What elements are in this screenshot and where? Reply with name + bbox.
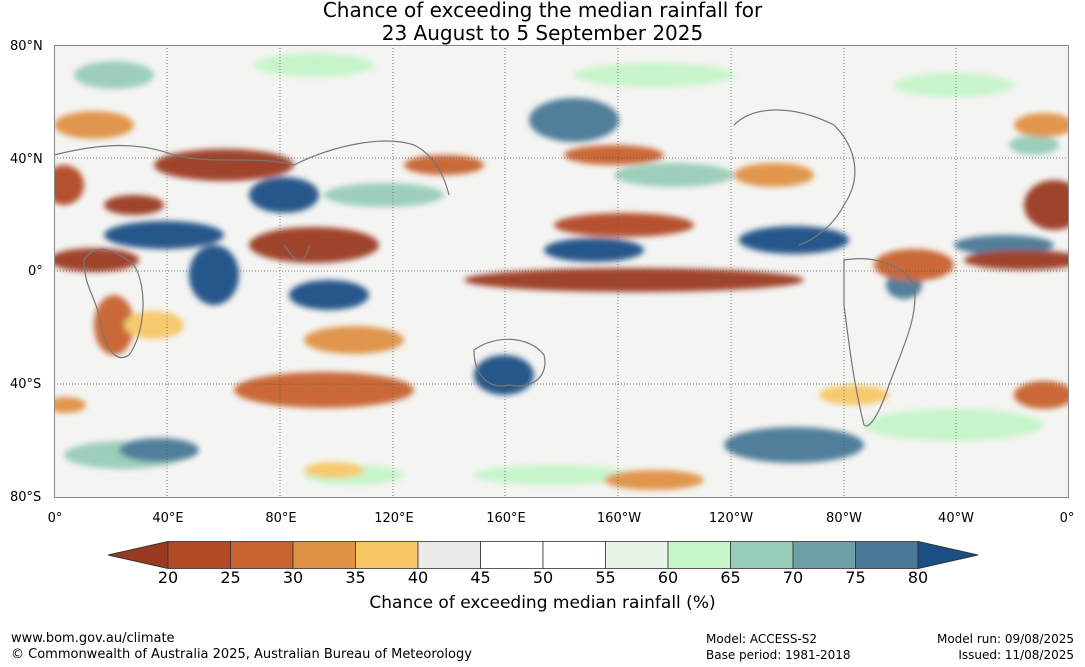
colorbar-tick-label: 60 xyxy=(657,568,679,587)
colorbar-swatch xyxy=(167,541,231,569)
colorbar-swatch xyxy=(292,541,356,569)
lon-label-120e: 120°E xyxy=(374,511,414,526)
map-title-line-1: Chance of exceeding the median rainfall … xyxy=(322,0,763,22)
website-url: www.bom.gov.au/climate xyxy=(11,631,175,646)
lon-label-120w: 120°W xyxy=(708,511,754,526)
lat-label-80s: 80°S xyxy=(10,490,42,505)
colorbar-swatch xyxy=(417,541,481,569)
colorbar-swatch xyxy=(667,541,731,569)
lon-label-0: 0° xyxy=(47,511,63,526)
lon-label-40e: 40°E xyxy=(152,511,184,526)
colorbar-swatch xyxy=(792,541,856,569)
colorbar-tick-label: 25 xyxy=(220,568,241,587)
graticule xyxy=(54,45,1069,498)
colorbar-legend xyxy=(107,540,979,570)
colorbar-tick-label: 75 xyxy=(845,568,866,587)
coastlines xyxy=(54,109,916,427)
colorbar-tick-label: 80 xyxy=(907,568,929,587)
colorbar-upper-extend xyxy=(917,540,979,570)
colorbar-lower-extend xyxy=(107,540,169,570)
colorbar-tick-label: 55 xyxy=(595,568,616,587)
lat-label-40n: 40°N xyxy=(10,152,43,167)
base-period: Base period: 1981-2018 xyxy=(706,648,851,662)
colorbar-tick-label: 50 xyxy=(532,568,554,587)
anomaly-shading xyxy=(54,53,1069,490)
lat-label-80n: 80°N xyxy=(10,39,43,54)
issued-date: Issued: 11/08/2025 xyxy=(958,648,1074,662)
colorbar-swatch xyxy=(605,541,669,569)
map-title-line-2: 23 August to 5 September 2025 xyxy=(381,21,704,45)
colorbar-swatch xyxy=(230,541,294,569)
rainfall-probability-map xyxy=(54,45,1069,498)
lon-label-0-right: 0° xyxy=(1059,511,1075,526)
colorbar-tick-label: 40 xyxy=(407,568,429,587)
colorbar-title: Chance of exceeding median rainfall (%) xyxy=(369,593,716,613)
colorbar-tick-label: 70 xyxy=(782,568,804,587)
colorbar-swatch xyxy=(542,541,606,569)
colorbar-swatch xyxy=(855,541,919,569)
model-run-date: Model run: 09/08/2025 xyxy=(936,632,1074,646)
colorbar-tick-label: 20 xyxy=(157,568,179,587)
colorbar-swatch xyxy=(355,541,419,569)
colorbar-swatch xyxy=(480,541,544,569)
copyright-notice: © Commonwealth of Australia 2025, Austra… xyxy=(11,647,472,662)
lon-label-80w: 80°W xyxy=(826,511,862,526)
lon-label-160w: 160°W xyxy=(596,511,642,526)
lon-label-80e: 80°E xyxy=(265,511,297,526)
lat-label-40s: 40°S xyxy=(10,377,42,392)
colorbar-tick-label: 35 xyxy=(345,568,366,587)
colorbar-tick-label: 65 xyxy=(720,568,741,587)
colorbar-tick-label: 30 xyxy=(282,568,304,587)
colorbar-tick-label: 45 xyxy=(470,568,491,587)
model-name: Model: ACCESS-S2 xyxy=(706,632,818,646)
colorbar-swatch xyxy=(730,541,794,569)
lon-label-160e: 160°E xyxy=(486,511,526,526)
lon-label-40w: 40°W xyxy=(938,511,974,526)
lat-label-0: 0° xyxy=(28,264,43,279)
